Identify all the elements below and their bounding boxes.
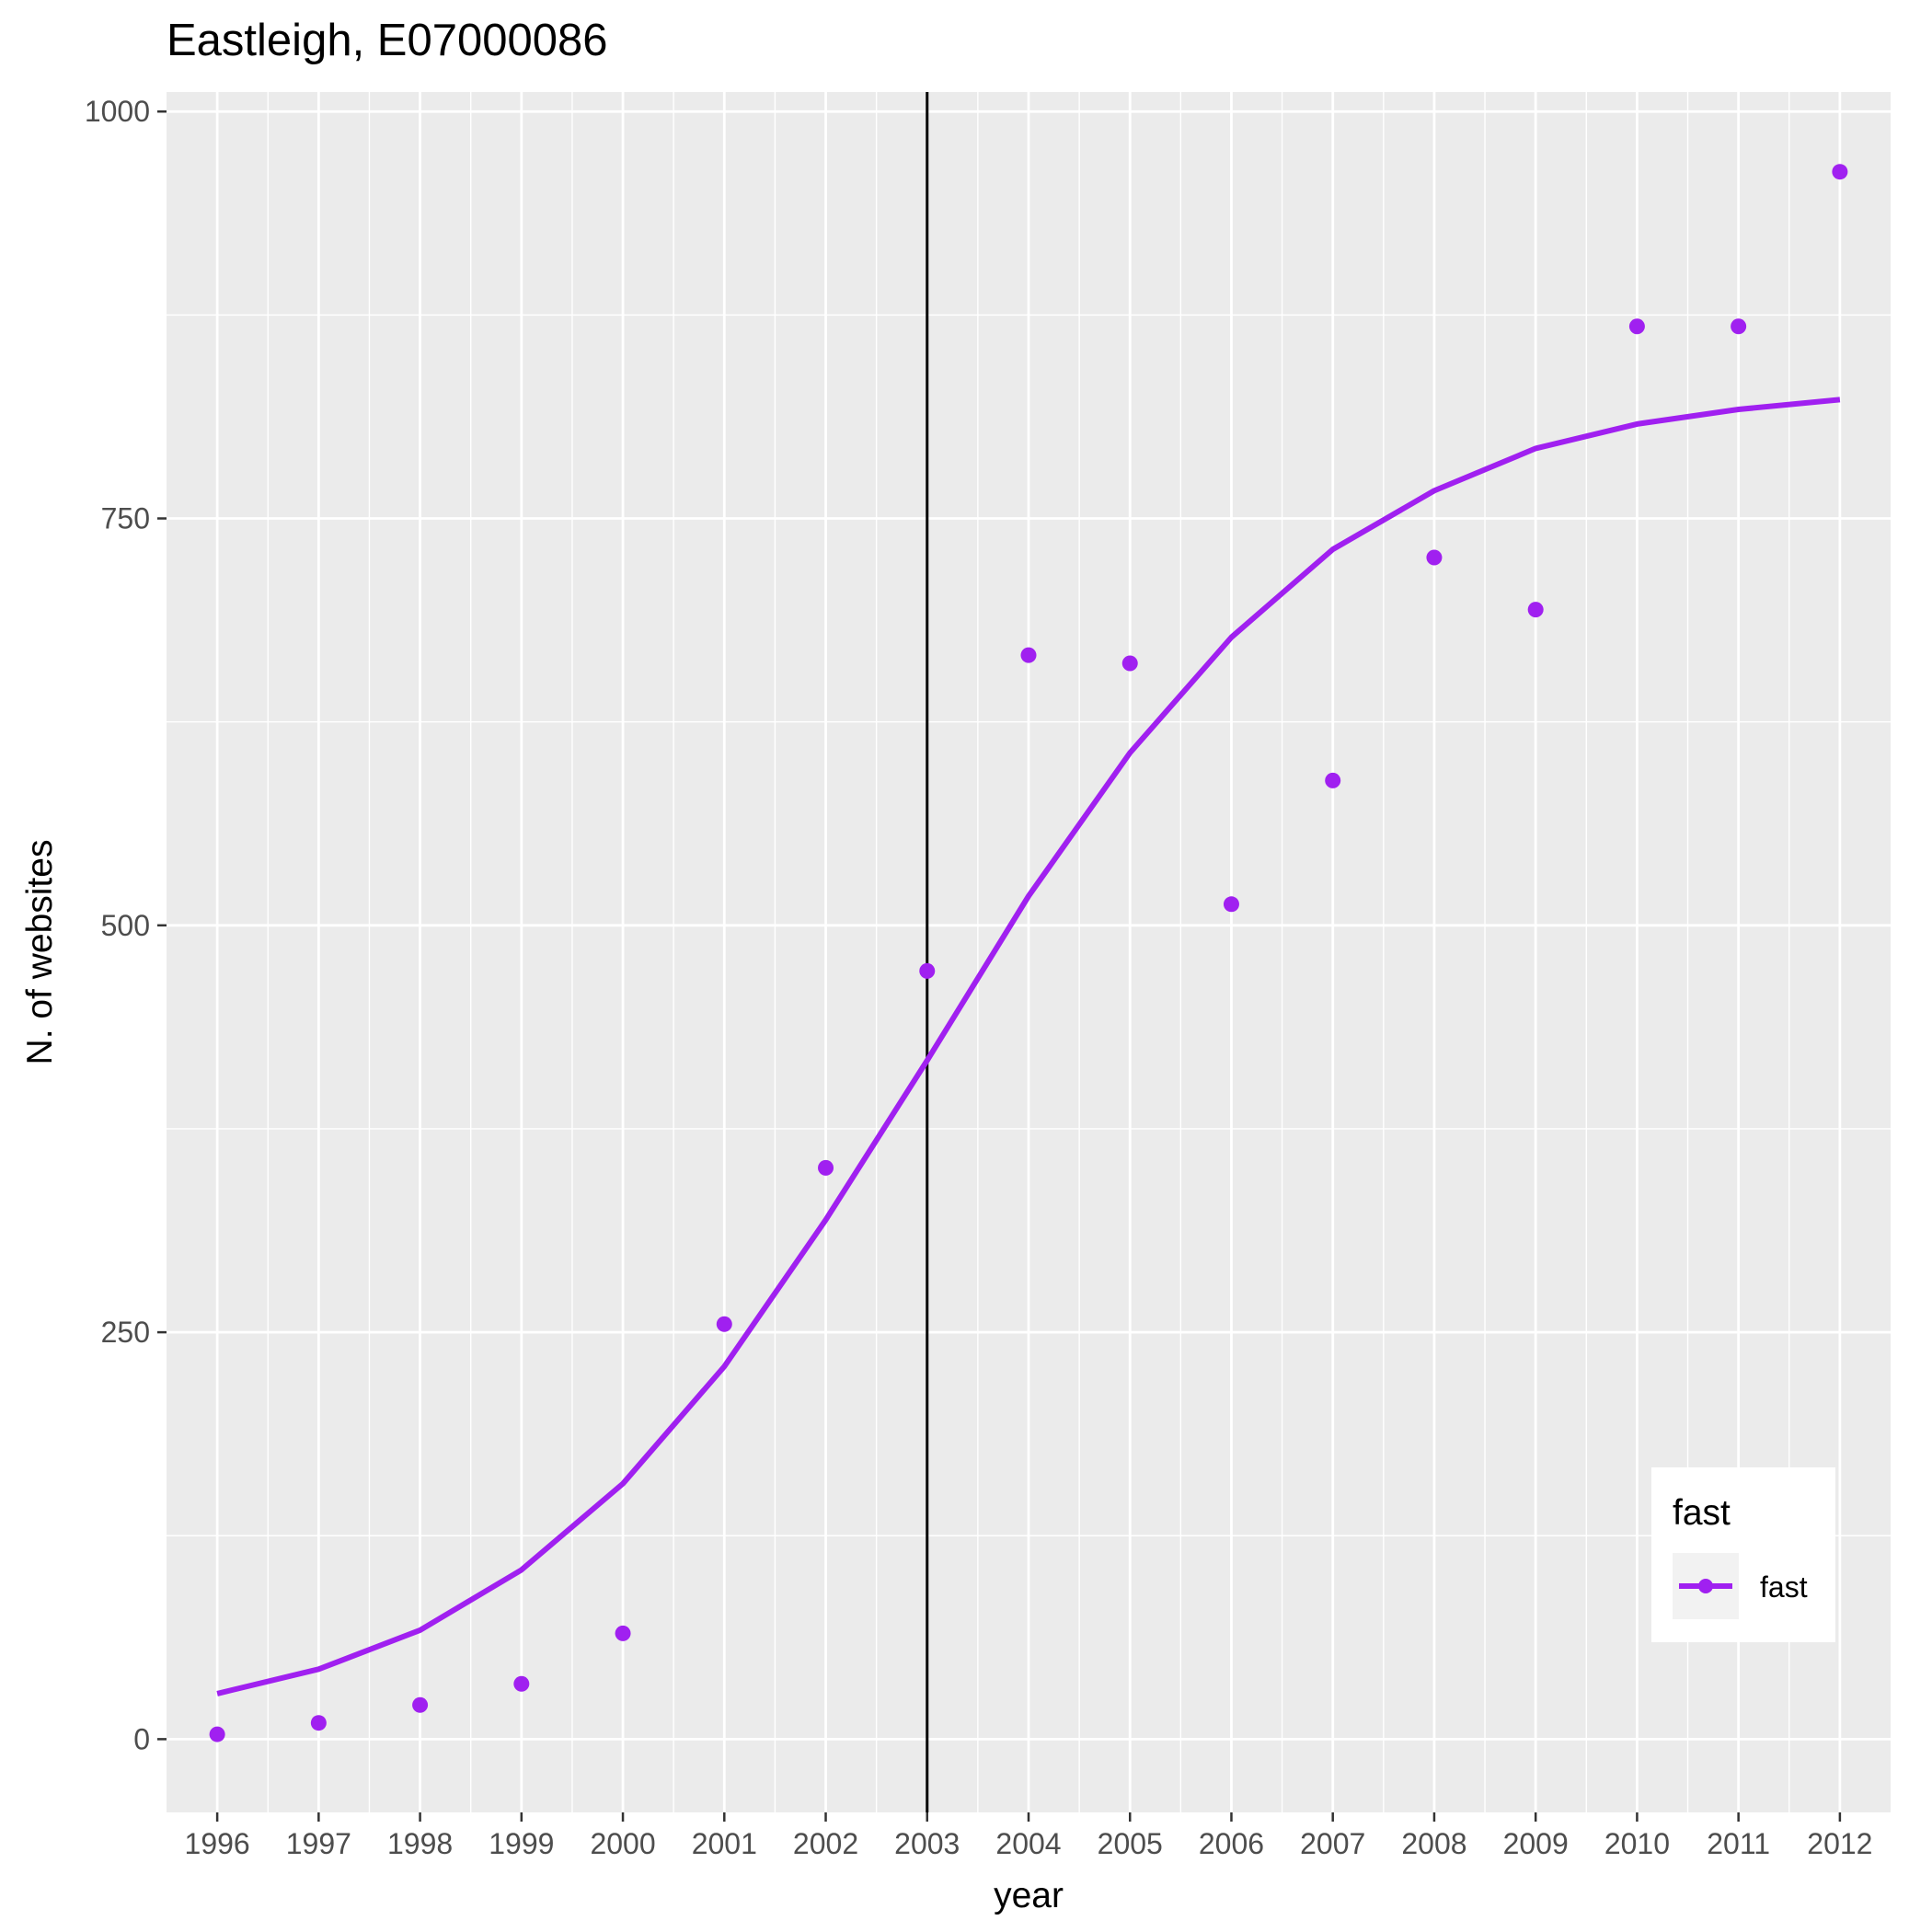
legend-label-fast: fast <box>1760 1570 1808 1604</box>
x-tick-label: 2005 <box>1098 1827 1163 1860</box>
x-tick-label: 2012 <box>1807 1827 1872 1860</box>
x-tick-label: 2010 <box>1604 1827 1670 1860</box>
fit-layer <box>216 397 1841 1696</box>
data-point <box>1527 602 1544 618</box>
data-point <box>1020 647 1037 663</box>
x-tick-label: 2007 <box>1300 1827 1365 1860</box>
data-point <box>513 1675 530 1692</box>
x-tick-label: 2004 <box>995 1827 1061 1860</box>
data-point <box>1223 896 1239 913</box>
grid-minor <box>167 92 1891 1812</box>
y-tick-label: 0 <box>133 1722 150 1755</box>
x-tick-label: 2006 <box>1199 1827 1264 1860</box>
data-point <box>1628 318 1645 335</box>
x-tick-label: 2000 <box>590 1827 655 1860</box>
x-tick-label: 2001 <box>692 1827 757 1860</box>
points-layer <box>209 164 1848 1742</box>
data-point <box>209 1726 225 1742</box>
y-tick-label: 500 <box>101 909 150 942</box>
x-tick-label: 2009 <box>1503 1827 1569 1860</box>
data-point <box>1832 164 1848 180</box>
data-point <box>1731 318 1747 335</box>
x-tick-label: 1998 <box>387 1827 453 1860</box>
data-point <box>919 962 936 979</box>
y-axis-ticks: 0 250 500 750 1000 <box>85 95 167 1755</box>
x-tick-label: 1996 <box>185 1827 250 1860</box>
x-axis-ticks: 1996 1997 1998 1999 2000 2001 2002 2003 2004 2005… <box>185 1812 1872 1860</box>
legend-title: fast <box>1673 1493 1731 1533</box>
x-tick-label: 2008 <box>1401 1827 1466 1860</box>
data-point <box>716 1316 732 1332</box>
data-point <box>310 1715 327 1731</box>
legend: fast fast <box>1651 1467 1835 1642</box>
data-point <box>818 1159 834 1176</box>
y-tick-label: 750 <box>101 502 150 535</box>
legend-key-point <box>1698 1579 1713 1593</box>
data-point <box>615 1625 631 1641</box>
chart-title: Eastleigh, E07000086 <box>167 16 608 65</box>
x-tick-label: 2002 <box>793 1827 858 1860</box>
y-tick-label: 1000 <box>85 95 150 128</box>
series-fast-fit-line <box>216 397 1841 1696</box>
data-point <box>412 1696 429 1713</box>
x-tick-label: 1997 <box>286 1827 351 1860</box>
data-point <box>1426 549 1443 566</box>
y-axis-title: N. of websites <box>20 840 60 1065</box>
x-axis-title: year <box>994 1876 1064 1915</box>
x-tick-label: 2003 <box>894 1827 960 1860</box>
y-tick-label: 250 <box>101 1316 150 1349</box>
data-point <box>1325 772 1341 788</box>
x-tick-label: 1999 <box>489 1827 554 1860</box>
data-point <box>1121 655 1138 672</box>
x-tick-label: 2011 <box>1707 1827 1770 1860</box>
